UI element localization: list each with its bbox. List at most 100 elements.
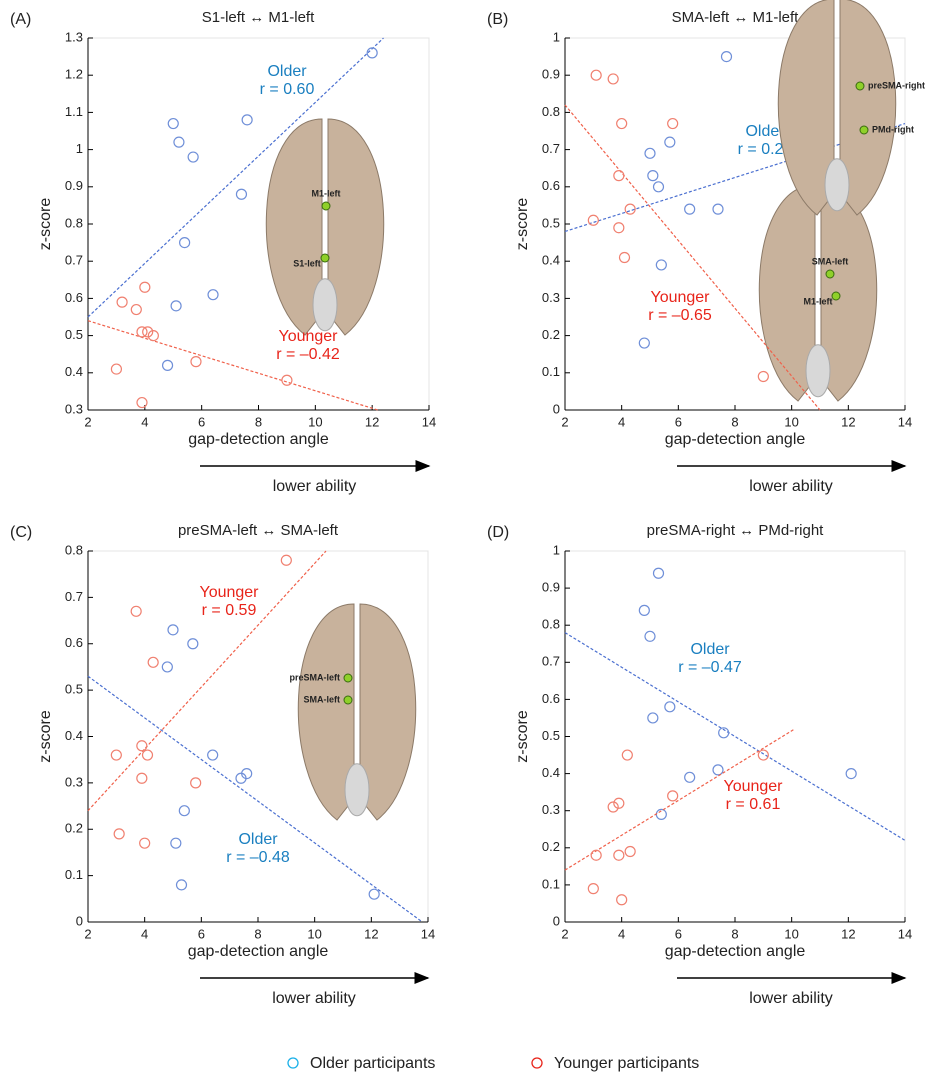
y-tick-label: 1.1: [65, 104, 83, 119]
correlation-annotation: r = –0.47: [678, 659, 742, 676]
x-tick-label: 10: [307, 926, 321, 941]
roi-label: S1-left: [293, 258, 321, 268]
data-point: [130, 303, 142, 316]
data-point: [175, 879, 188, 891]
y-tick-label: 0.2: [542, 327, 560, 342]
fit-line: [87, 550, 327, 812]
roi-label: preSMA-right: [868, 80, 925, 90]
correlation-annotation: r = 0.59: [202, 602, 257, 619]
y-tick-label: 0.9: [542, 67, 560, 82]
data-point: [136, 740, 148, 752]
arrow-label: lower ability: [273, 478, 357, 495]
group-annotation: Younger: [199, 584, 259, 601]
y-tick-label: 0.3: [542, 802, 560, 817]
y-tick-label: 0.4: [65, 364, 83, 379]
y-tick-label: 0.3: [65, 401, 83, 416]
x-tick-label: 4: [618, 926, 625, 941]
data-point: [136, 326, 148, 338]
y-tick-label: 0.7: [542, 654, 560, 669]
y-tick-label: 0: [553, 401, 560, 416]
x-tick-label: 12: [841, 926, 855, 941]
data-point: [130, 605, 142, 617]
data-point: [161, 359, 174, 371]
x-tick-label: 2: [84, 926, 91, 941]
roi-label: M1-left: [804, 296, 833, 306]
roi-node: [321, 201, 331, 211]
data-point: [141, 749, 154, 761]
data-point: [190, 356, 202, 368]
x-tick-label: 10: [784, 926, 798, 941]
y-tick-label: 0.7: [65, 253, 83, 268]
data-point: [281, 374, 293, 386]
y-tick-label: 0.1: [542, 364, 560, 379]
data-point: [664, 136, 676, 148]
data-point: [587, 883, 599, 895]
correlation-annotation: r = 0.61: [726, 796, 781, 813]
x-axis-label: gap-detection angle: [188, 431, 329, 448]
roi-label: SMA-left: [304, 694, 341, 704]
plot-frame: [564, 550, 906, 923]
fit-line: [87, 320, 379, 411]
data-point: [235, 188, 248, 200]
data-point: [757, 749, 769, 761]
roi-node: [825, 269, 835, 279]
brain-hemisphere: [777, 0, 835, 216]
roi-node: [855, 81, 865, 91]
data-point: [644, 630, 656, 642]
data-point: [161, 661, 173, 673]
data-point: [179, 237, 191, 249]
data-point: [652, 567, 665, 579]
panel-label: (D): [487, 524, 509, 541]
data-point: [113, 828, 125, 840]
roi-node: [320, 253, 330, 263]
y-tick-label: 1.2: [65, 67, 83, 82]
fit-line: [87, 37, 384, 318]
data-point: [647, 170, 659, 182]
x-tick-label: 6: [198, 926, 205, 941]
roi-node: [343, 673, 353, 683]
y-tick-label: 0.2: [542, 839, 560, 854]
y-tick-label: 1.3: [65, 29, 83, 44]
data-point: [644, 147, 656, 159]
data-point: [845, 767, 857, 780]
legend-label: Older participants: [310, 1055, 435, 1072]
data-point: [624, 845, 636, 858]
data-point: [139, 281, 151, 293]
group-annotation: Older: [745, 123, 785, 140]
y-axis-label: z-score: [514, 710, 531, 763]
x-tick-label: 12: [364, 926, 378, 941]
y-tick-label: 0.9: [65, 178, 83, 193]
x-tick-label: 4: [618, 414, 625, 429]
x-tick-label: 8: [254, 926, 261, 941]
x-tick-label: 8: [731, 926, 738, 941]
brain-hemisphere: [758, 184, 816, 402]
legend-label: Younger participants: [554, 1055, 699, 1072]
data-point: [684, 203, 696, 215]
data-point: [167, 117, 179, 130]
x-tick-label: 14: [898, 414, 912, 429]
group-annotation: Older: [267, 63, 307, 80]
chart-title: preSMA-left ↔ SMA-left: [178, 522, 339, 539]
data-point: [187, 151, 199, 163]
data-point: [624, 203, 636, 215]
x-tick-label: 14: [421, 926, 435, 941]
roi-node: [343, 695, 353, 705]
data-point: [613, 849, 625, 861]
data-point: [190, 777, 202, 789]
roi-node: [831, 291, 841, 301]
x-tick-label: 12: [365, 414, 379, 429]
data-point: [147, 656, 159, 668]
y-tick-label: 0.5: [65, 327, 83, 342]
data-point: [241, 767, 253, 780]
data-point: [368, 888, 380, 900]
y-tick-label: 0.6: [542, 178, 560, 193]
data-point: [241, 114, 253, 126]
chart-title: preSMA-right ↔ PMd-right: [647, 522, 825, 539]
x-tick-label: 8: [731, 414, 738, 429]
y-tick-label: 0.1: [542, 876, 560, 891]
correlation-annotation: r = –0.65: [648, 307, 712, 324]
panel-label: (A): [10, 11, 31, 28]
data-point: [587, 214, 599, 226]
group-annotation: Older: [238, 831, 278, 848]
cerebellum: [805, 344, 831, 398]
